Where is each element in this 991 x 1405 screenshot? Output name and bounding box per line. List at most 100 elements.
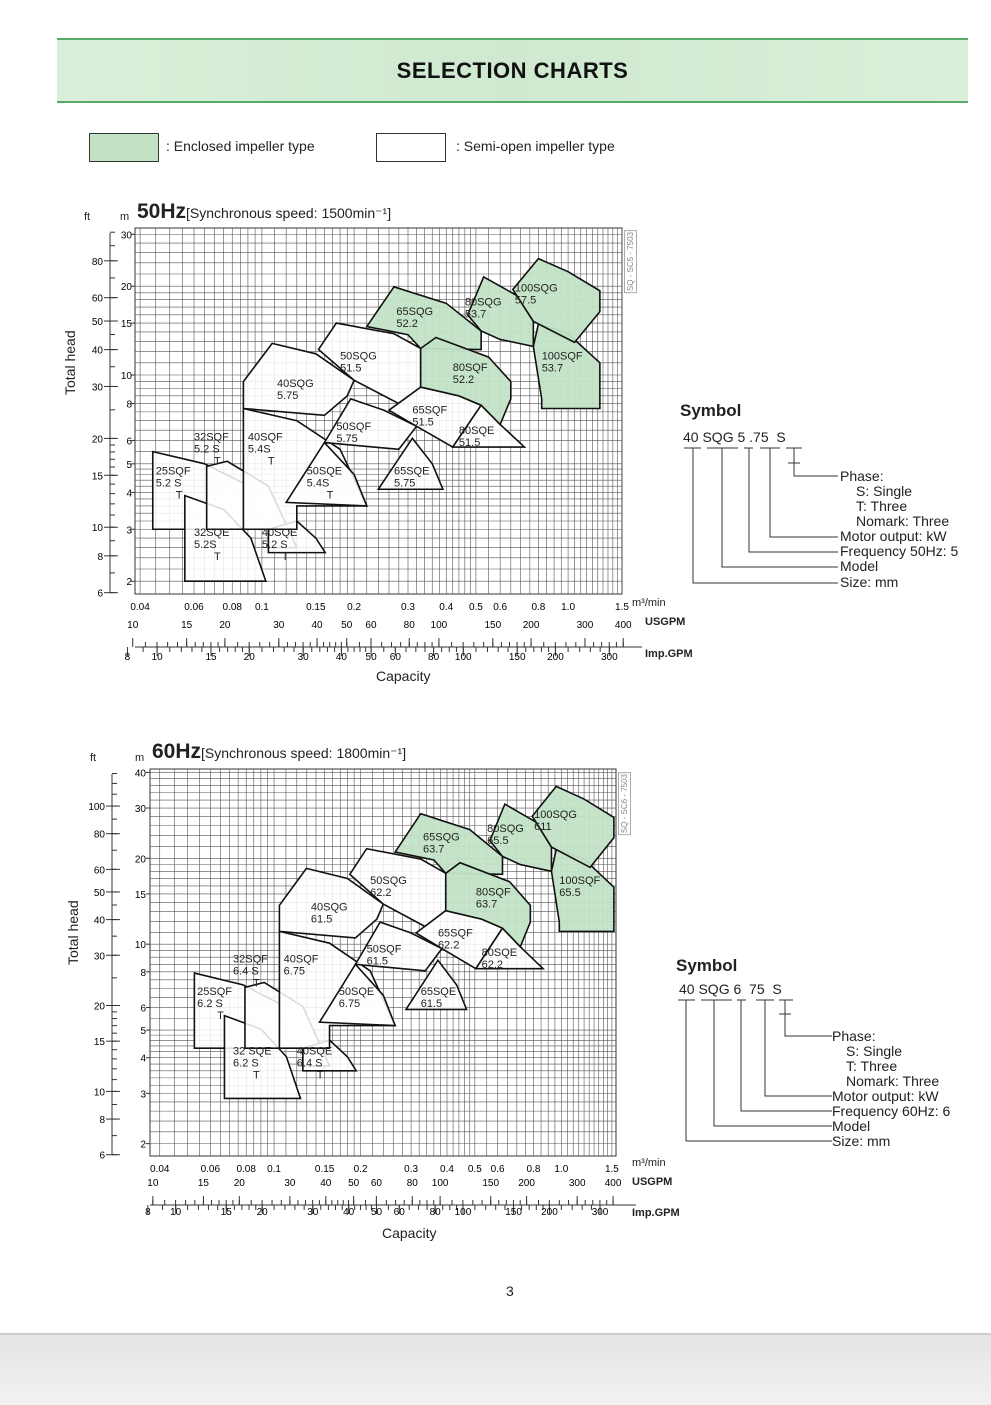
m-tick-label: 20 — [121, 282, 133, 293]
m-unit-label: m — [120, 211, 130, 223]
x-tick-label: 0.5 — [468, 1164, 482, 1175]
impgpm-tick-label: 15 — [221, 1207, 233, 1218]
usgpm-tick-label: 60 — [365, 620, 377, 631]
region-label-phase: T — [176, 489, 183, 501]
region-label-code: 5.75 — [336, 433, 357, 445]
region-label-model: 80SQE — [482, 947, 517, 959]
region-label-model: 25SQF — [197, 986, 232, 998]
phase-three: T: Three — [856, 498, 908, 514]
region-label-model: 50SQG — [370, 875, 407, 887]
region-100sqg — [531, 785, 615, 869]
ft-unit-label: ft — [90, 752, 97, 764]
ft-tick-label: 10 — [92, 523, 104, 534]
impgpm-tick-label: 300 — [601, 652, 618, 663]
ft-tick-label: 30 — [94, 951, 106, 962]
region-label-code: 65.5 — [487, 835, 508, 847]
region-label-code: 52.2 — [453, 374, 474, 386]
ft-tick-label: 40 — [94, 916, 106, 927]
m-tick-label: 2 — [126, 577, 132, 588]
m-tick-label: 8 — [126, 400, 132, 411]
usgpm-tick-label: 300 — [577, 620, 594, 631]
model-label: Model — [840, 558, 879, 574]
region-label-code: 6.75 — [284, 965, 305, 977]
symbol-legend-50hz: Symbol 40 SQG 5 .75 S Phase: S: Single T… — [680, 401, 980, 593]
m-tick-label: 2 — [140, 1140, 146, 1151]
region-label-phase: T — [268, 455, 275, 467]
ft-tick-label: 40 — [92, 346, 104, 357]
usgpm-tick-label: 20 — [234, 1178, 246, 1189]
region-label-code: 5.2 S — [194, 443, 220, 455]
m3-unit-label: m³/min — [632, 1157, 666, 1169]
region-label-model: 100SQG — [515, 282, 558, 294]
phase-single: S: Single — [856, 483, 913, 499]
x-tick-label: 0.5 — [469, 602, 483, 613]
region-50sqf — [354, 921, 444, 972]
usgpm-tick-label: 400 — [605, 1178, 622, 1189]
x-axis-title: Capacity — [376, 668, 431, 684]
region-label-model: 40SQF — [284, 953, 319, 965]
impgpm-unit-label: Imp.GPM — [632, 1207, 680, 1219]
impgpm-tick-label: 200 — [547, 652, 564, 663]
chart-title-50hz: 50Hz[Synchronous speed: 1500min⁻¹] — [137, 200, 392, 223]
region-50sqe — [318, 963, 397, 1027]
symbol-bracket-lines — [684, 447, 838, 584]
x-tick-label: 1.0 — [554, 1164, 568, 1175]
region-label-model: 40SQE — [297, 1046, 332, 1058]
m-unit-label: m — [135, 752, 145, 764]
usgpm-tick-label: 30 — [273, 620, 285, 631]
x-tick-label: 0.2 — [354, 1164, 368, 1175]
region-label-code: 65.5 — [559, 887, 580, 899]
usgpm-tick-label: 200 — [518, 1178, 535, 1189]
ft-tick-label: 8 — [97, 552, 103, 563]
x-tick-label: 0.3 — [401, 602, 415, 613]
impgpm-tick-label: 50 — [366, 652, 378, 663]
region-label-code: 611 — [534, 821, 552, 833]
x-tick-label: 0.3 — [404, 1164, 418, 1175]
region-label-phase: T — [253, 1070, 260, 1082]
m-tick-label: 3 — [126, 525, 132, 536]
m-tick-label: 8 — [140, 968, 146, 979]
region-label-code: 6.4 S — [233, 965, 259, 977]
region-label-model: 25SQF — [156, 465, 191, 477]
ft-tick-label: 30 — [92, 382, 104, 393]
x-tick-label: 0.04 — [130, 602, 150, 613]
region-label-model: 32 SQE — [233, 1046, 272, 1058]
region-80sqg — [466, 275, 535, 348]
region-65sqe — [376, 436, 445, 491]
usgpm-tick-label: 200 — [523, 620, 540, 631]
semi-open-legend-label: : Semi-open impeller type — [456, 138, 615, 154]
chart-title-60hz: 60Hz[Synchronous speed: 1800min⁻¹] — [152, 740, 407, 763]
region-label-phase: T — [253, 977, 260, 989]
ft-unit-label: ft — [84, 211, 91, 223]
region-label-code: 62.2 — [438, 939, 459, 951]
region-label-code: 61.5 — [421, 998, 442, 1010]
phase-label: Phase: — [832, 1028, 876, 1044]
region-label-code: 5.75 — [394, 477, 415, 489]
region-label-code: 5.2 S — [156, 477, 182, 489]
region-label-code: 5.75 — [277, 390, 298, 402]
x-tick-label: 0.15 — [306, 602, 326, 613]
size-label: Size: mm — [832, 1133, 891, 1149]
frequency-label: Frequency 50Hz: 5 — [840, 543, 959, 559]
impgpm-tick-label: 150 — [509, 652, 526, 663]
impgpm-tick-label: 10 — [170, 1207, 182, 1218]
region-label-model: 80SQF — [453, 362, 488, 374]
x-tick-label: 0.4 — [439, 602, 453, 613]
region-label-phase: T — [214, 455, 221, 467]
m-tick-label: 3 — [140, 1089, 146, 1100]
x-tick-label: 1.5 — [615, 602, 629, 613]
x-tick-label: 0.4 — [440, 1164, 454, 1175]
region-label-model: 65SQE — [421, 986, 456, 998]
impgpm-tick-label: 30 — [298, 652, 310, 663]
symbol-title: Symbol — [680, 401, 742, 420]
region-label-model: 65SQF — [412, 405, 447, 417]
m-tick-label: 5 — [140, 1026, 146, 1037]
usgpm-tick-label: 50 — [341, 620, 353, 631]
ft-tick-label: 50 — [92, 317, 104, 328]
impgpm-tick-label: 60 — [394, 1207, 406, 1218]
page-number: 3 — [506, 1283, 514, 1299]
region-65sqg — [365, 285, 482, 351]
m-tick-label: 10 — [135, 940, 147, 951]
region-label-phase: T — [327, 489, 334, 501]
